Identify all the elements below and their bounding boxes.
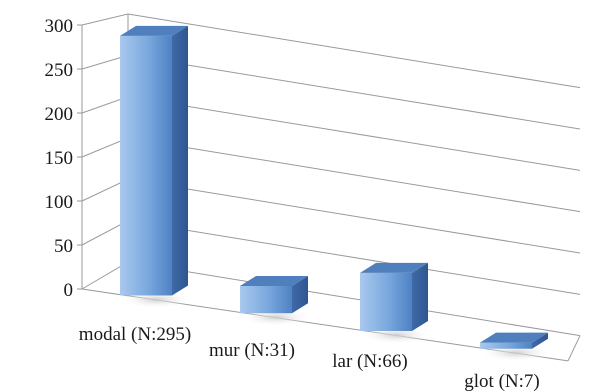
gridline-0	[127, 261, 581, 337]
floor-right-edge	[567, 335, 581, 362]
bar-side-face	[172, 25, 188, 296]
bar-top-face	[240, 275, 308, 286]
y-tick-label: 250	[45, 60, 74, 81]
bar-3	[479, 332, 553, 362]
gridline-150	[127, 137, 581, 213]
x-category-label: mur (N:31)	[209, 340, 295, 361]
y-tick-label: 300	[45, 16, 74, 37]
gridline-depth-300	[81, 13, 129, 26]
bar-0	[119, 25, 193, 309]
x-axis-category-labels: modal (N:295) mur (N:31) lar (N:66) glot (N…	[79, 324, 540, 391]
gridlines	[77, 13, 581, 337]
gridline-300	[127, 13, 581, 89]
gridline-100	[127, 178, 581, 254]
bar-2	[359, 262, 433, 344]
x-category-label: lar (N:66)	[332, 351, 407, 372]
bar-front-face	[360, 272, 412, 331]
x-category-label: modal (N:295)	[79, 324, 191, 345]
bar-top-face	[360, 262, 428, 273]
gridline-200	[127, 96, 581, 171]
bar-front-face	[120, 35, 172, 296]
x-category-label: glot (N:7)	[464, 371, 539, 391]
bar-side-face	[532, 332, 548, 349]
y-tick-label: 50	[54, 236, 73, 257]
bar-side-face	[292, 275, 308, 314]
gridline-250	[127, 54, 581, 130]
y-tick-label: 150	[45, 148, 74, 169]
y-tick-label: 100	[45, 192, 74, 213]
bar-front-face	[240, 285, 292, 314]
bar-front-face	[480, 342, 532, 349]
bar-side-face	[412, 262, 428, 331]
bars	[119, 25, 553, 362]
y-tick-label: 200	[45, 104, 74, 125]
bar-1	[239, 275, 313, 327]
bar-top-face	[480, 332, 548, 343]
y-axis-tick-labels: 0 50 100 150 200 250 300	[45, 16, 74, 301]
gridline-50	[127, 220, 581, 295]
y-tick-label: 0	[64, 280, 74, 301]
bar-top-face	[120, 25, 188, 36]
